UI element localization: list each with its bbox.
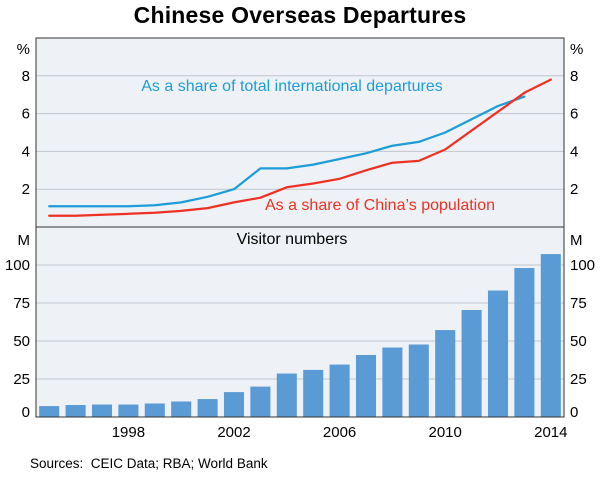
bar-2001 <box>197 399 218 417</box>
bar-2003 <box>250 386 271 417</box>
tick-label: 0 <box>570 404 578 421</box>
axis-unit-millions: M <box>18 232 31 249</box>
plot-frame <box>35 37 565 418</box>
bar-2012 <box>487 290 509 417</box>
annotation-blue-series-label: As a share of total international depart… <box>141 78 443 95</box>
axis-unit-percent: % <box>570 41 583 58</box>
bar-1998 <box>118 404 139 417</box>
tick-label: 25 <box>13 371 30 388</box>
line-series-0 <box>48 95 526 208</box>
x-tick-label: 2006 <box>323 424 356 441</box>
x-tick-label: 2014 <box>534 424 567 441</box>
bar-2008 <box>382 347 403 417</box>
tick-label: 50 <box>570 333 587 350</box>
bar-2005 <box>303 369 324 417</box>
bar-2014 <box>540 254 561 417</box>
bar-1996 <box>65 404 86 417</box>
bar-2002 <box>223 392 245 417</box>
source-note: Sources: CEIC Data; RBA; World Bank <box>30 456 268 471</box>
bar-1995 <box>39 406 60 417</box>
tick-label: 4 <box>22 143 30 160</box>
tick-label: 2 <box>570 181 578 198</box>
tick-label: 8 <box>22 68 30 85</box>
axis-unit-millions: M <box>570 232 583 249</box>
bar-2013 <box>514 268 535 417</box>
tick-label: 8 <box>570 68 578 85</box>
bar-2010 <box>435 330 456 417</box>
chart-title: Chinese Overseas Departures <box>133 2 467 28</box>
line-series-1 <box>48 78 552 217</box>
tick-label: 100 <box>5 257 30 274</box>
tick-label: 4 <box>570 143 578 160</box>
axis-unit-percent: % <box>17 41 30 58</box>
bar-2009 <box>408 344 429 417</box>
bar-2007 <box>355 354 377 417</box>
bar-1999 <box>144 403 165 417</box>
tick-label: 2 <box>22 181 30 198</box>
tick-label: 6 <box>22 106 30 123</box>
x-tick-label: 1998 <box>112 424 145 441</box>
tick-label: 0 <box>22 404 30 421</box>
annotation-red-series-label: As a share of China’s population <box>264 197 496 214</box>
tick-label: 75 <box>13 295 30 312</box>
tick-label: 25 <box>570 371 587 388</box>
tick-label: 50 <box>13 333 30 350</box>
bar-2011 <box>461 309 482 417</box>
x-tick-label: 2010 <box>429 424 462 441</box>
tick-label: 6 <box>570 106 578 123</box>
bar-2004 <box>276 373 297 417</box>
annotation-visitor-numbers: Visitor numbers <box>236 231 348 248</box>
bar-2000 <box>171 401 192 417</box>
x-tick-label: 2002 <box>217 424 250 441</box>
bar-2006 <box>329 364 350 417</box>
bar-1997 <box>91 404 113 417</box>
tick-label: 100 <box>570 257 595 274</box>
tick-label: 75 <box>570 295 587 312</box>
